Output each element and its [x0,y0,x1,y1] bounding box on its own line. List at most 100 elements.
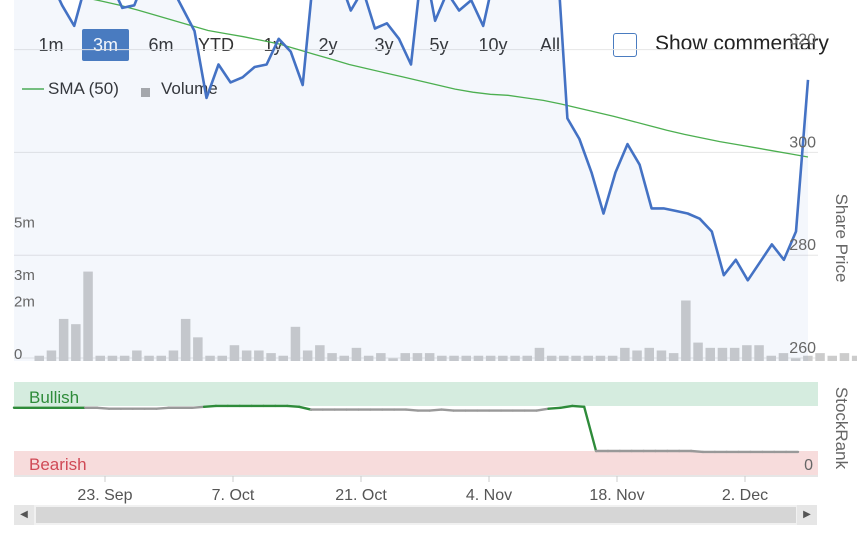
volume-bar [839,353,850,361]
volume-tick-label: 5m [14,215,35,232]
volume-bar [607,355,618,361]
volume-bar [449,355,459,361]
x-tick-label: 2. Dec [722,487,768,504]
volume-bar [778,353,789,361]
volume-bar [144,355,154,361]
volume-bar [766,355,776,361]
volume-tick-label: 3m [14,267,35,284]
volume-bar [327,353,337,361]
x-tick-label: 21. Oct [335,487,387,504]
volume-bar [681,300,691,361]
volume-bar [437,355,447,361]
scroll-right-icon[interactable]: ▶ [797,505,817,525]
price-tick-label: 300 [789,134,816,151]
volume-bar [71,324,81,361]
bullish-label: Bullish [29,388,79,407]
volume-bar [363,355,374,361]
sma-line [93,0,809,158]
volume-bar [400,353,410,361]
stockrank-segment [582,405,598,453]
volume-bar [254,350,264,361]
volume-bar [754,345,764,361]
volume-bar [46,350,57,361]
bullish-band [14,382,818,406]
volume-bar [266,353,276,361]
price-tick-label: 260 [789,340,816,357]
volume-bar [498,355,508,361]
volume-bar [376,353,386,361]
rank-tick-label: 0 [804,457,813,474]
volume-bar [717,347,728,361]
volume-bar [412,353,423,361]
volume-bar [217,355,227,361]
stockrank-segment [155,406,170,410]
volume-bar [461,355,471,361]
volume-tick-label: 2m [14,293,35,310]
volume-bar [302,350,313,361]
volume-bar [180,318,191,361]
volume-bar [534,347,545,361]
volume-bar [290,326,301,361]
x-tick-label: 23. Sep [77,487,132,504]
legend-sma-label[interactable]: SMA (50) [48,79,119,98]
volume-bar [693,342,703,361]
show-commentary-checkbox[interactable] [613,33,637,57]
stockrank-segment [404,408,420,412]
stockrank-segment [547,406,562,410]
volume-bar [632,350,642,361]
volume-legend-icon [141,88,150,97]
volume-bar [668,353,679,361]
volume-bar [559,355,569,361]
volume-bar [790,358,801,361]
volume-bar [193,337,203,361]
volume-bar [278,355,288,361]
stockrank-segment [689,449,705,454]
volume-bar [424,353,435,361]
volume-bar [729,347,740,361]
x-tick-label: 4. Nov [466,487,512,504]
volume-bar [315,345,325,361]
volume-bar [656,350,667,361]
volume-bar [229,345,240,361]
volume-bar [132,350,142,361]
volume-bar [485,355,496,361]
volume-bar [742,345,752,361]
volume-bar [119,355,130,361]
volume-bar [644,347,654,361]
x-tick-label: 7. Oct [212,487,255,504]
volume-bar [851,355,857,361]
volume-bar [546,355,557,361]
volume-bar [156,355,166,361]
scroll-left-icon[interactable]: ◀ [14,505,34,525]
volume-bar [803,355,813,361]
volume-bar [83,271,93,361]
volume-bar [34,355,44,361]
stockrank-segment [190,405,206,409]
price-line [58,0,810,282]
stockrank-segment [559,404,574,409]
volume-tick-label: 0 [14,346,22,363]
volume-bar [241,350,252,361]
stockrank-segment [95,406,111,410]
x-tick-label: 18. Nov [589,487,644,504]
stockrank-segment [202,404,218,409]
volume-bar [583,355,593,361]
price-tick-label: 320 [789,32,816,49]
scroll-thumb[interactable] [36,507,796,523]
bearish-label: Bearish [29,455,87,474]
volume-bar [815,353,825,361]
volume-bar [827,355,837,361]
stockrank-axis-title: StockRank [832,387,851,470]
volume-bar [351,347,362,361]
share-price-axis-title: Share Price [832,194,851,283]
price-tick-label: 280 [789,237,816,254]
chart-scrollbar[interactable]: ◀ ▶ [14,505,817,525]
stockrank-segment [297,405,313,411]
volume-bar [473,355,484,361]
volume-bar [620,347,630,361]
price-area [14,0,808,361]
volume-bar [510,355,520,361]
volume-bar [571,355,581,361]
volume-bar [58,318,69,361]
